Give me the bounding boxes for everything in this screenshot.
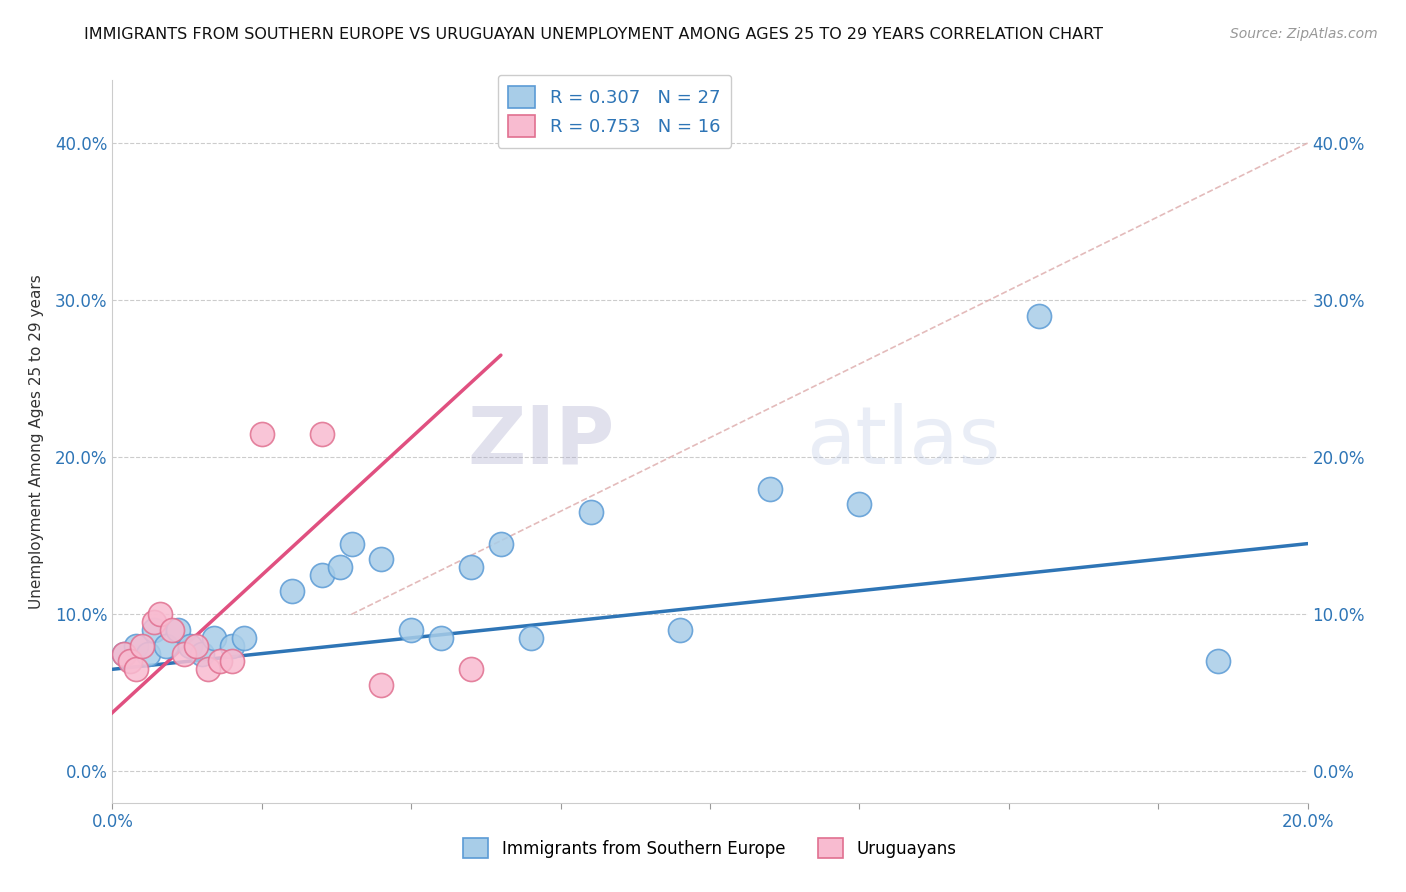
Point [460,662,482,676]
Point [162,623,183,637]
Point [1028,309,1050,323]
Point [311,568,333,582]
Point [191,647,214,661]
Point [131,639,153,653]
Point [489,536,512,550]
Point [120,655,142,669]
Point [197,662,219,676]
Text: IMMIGRANTS FROM SOUTHERN EUROPE VS URUGUAYAN UNEMPLOYMENT AMONG AGES 25 TO 29 YE: IMMIGRANTS FROM SOUTHERN EUROPE VS URUGU… [84,27,1104,42]
Point [370,678,392,692]
Point [167,623,190,637]
Point [340,536,363,550]
Point [221,639,243,653]
Text: ZIP: ZIP [467,402,614,481]
Point [370,552,392,566]
Point [329,560,352,574]
Point [233,631,256,645]
Point [1206,655,1229,669]
Text: Source: ZipAtlas.com: Source: ZipAtlas.com [1230,27,1378,41]
Point [125,662,148,676]
Point [179,639,201,653]
Point [173,647,195,661]
Point [311,426,333,441]
Point [221,655,243,669]
Point [401,623,423,637]
Point [114,647,135,661]
Point [759,482,782,496]
Y-axis label: Unemployment Among Ages 25 to 29 years: Unemployment Among Ages 25 to 29 years [30,274,44,609]
Text: atlas: atlas [806,402,1000,481]
Point [460,560,482,574]
Point [186,639,208,653]
Point [250,426,273,441]
Point [143,623,166,637]
Point [579,505,602,519]
Point [155,639,177,653]
Legend: Immigrants from Southern Europe, Uruguayans: Immigrants from Southern Europe, Uruguay… [456,830,965,867]
Point [430,631,453,645]
Point [202,631,225,645]
Point [209,655,232,669]
Point [848,497,870,511]
Point [138,647,160,661]
Point [281,583,304,598]
Point [143,615,166,630]
Point [520,631,543,645]
Point [125,639,148,653]
Point [114,647,135,661]
Point [669,623,692,637]
Point [149,607,172,622]
